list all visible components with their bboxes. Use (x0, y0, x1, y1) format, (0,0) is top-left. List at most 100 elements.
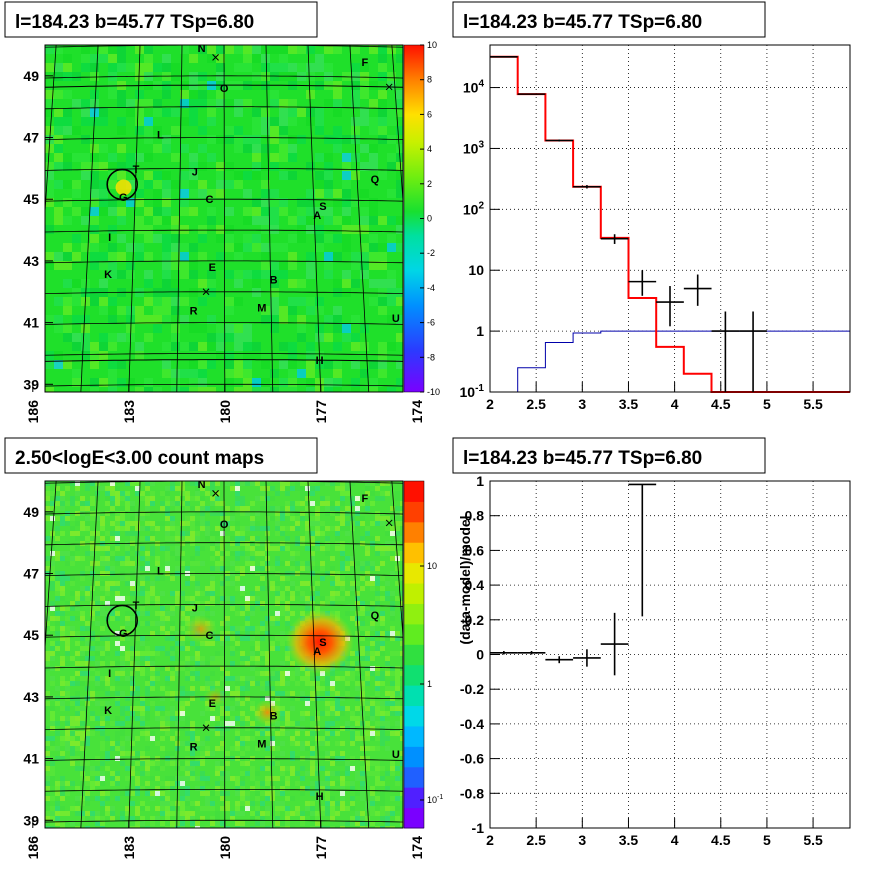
source-label-C: C (205, 630, 213, 642)
source-label-O: O (220, 519, 229, 531)
tsmap-title-box (4, 1, 318, 38)
colorbar-band (404, 623, 424, 645)
source-label-J: J (192, 167, 198, 179)
y-tick-label: 49 (23, 68, 39, 84)
y-tick-label: 0.2 (465, 612, 485, 628)
source-label-N: N (198, 479, 206, 491)
colorbar-band (404, 542, 424, 564)
residual-panel: 2 2.5 3 3.5 4 4.5 5 5.5 1 0.8 0.6 0.4 0.2 0 -0.2 -0.4 -0… (452, 437, 851, 848)
source-label-R: R (190, 741, 198, 753)
source-label-H: H (316, 791, 324, 803)
colorbar-tick-label: 0 (427, 214, 432, 224)
source-label-Q: Q (371, 174, 380, 186)
longitude-line (391, 481, 403, 643)
spectrum-title-box (452, 1, 766, 38)
colorbar-tick-label: 4 (427, 144, 432, 154)
y-tick-label: -0.8 (460, 785, 484, 801)
longitude-line (307, 481, 322, 828)
source-label-A: A (313, 210, 321, 222)
source-label-B: B (270, 711, 278, 723)
colorbar-band (404, 787, 424, 809)
longitude-line (45, 481, 57, 654)
source-label-E: E (209, 698, 216, 710)
y-tick-label: 102 (463, 200, 485, 217)
colorbar-tick-label: -6 (427, 318, 435, 328)
cross-marker (212, 53, 219, 61)
source-emission (253, 699, 282, 726)
y-tick-label: 0.4 (465, 577, 485, 593)
x-tick-label: 3.5 (619, 396, 639, 412)
colorbar-band (404, 583, 424, 604)
y-tick-label: 10 (468, 262, 484, 278)
longitude-line (128, 481, 141, 828)
map-frame (44, 480, 404, 829)
source-label-K: K (104, 705, 112, 717)
longitude-line (80, 45, 99, 392)
x-tick-label: 4.5 (711, 396, 731, 412)
residual-title: l=184.23 b=45.77 TSp=6.80 (463, 448, 702, 469)
longitude-line (265, 45, 274, 392)
longitude-line (128, 45, 141, 392)
source-label-Q: Q (371, 610, 380, 622)
source-label-T: T (133, 600, 140, 612)
x-tick-label: 183 (121, 836, 137, 860)
y-tick-label: 0.6 (465, 542, 485, 558)
y-tick-label: 39 (23, 812, 39, 828)
colorbar-tick-label: -2 (427, 248, 435, 258)
source-label-A: A (313, 646, 321, 658)
longitude-line (307, 45, 322, 392)
spectrum-title: l=184.23 b=45.77 TSp=6.80 (463, 12, 702, 33)
colorbar-tick-label: -10 (427, 387, 440, 397)
y-tick-label: -0.6 (460, 751, 484, 767)
y-tick-label: 49 (23, 504, 39, 520)
source-label-M: M (257, 302, 266, 314)
y-tick-label: 41 (23, 751, 39, 767)
y-tick-label: 47 (23, 130, 39, 146)
cross-marker (202, 724, 210, 732)
x-tick-label: 2.5 (526, 832, 546, 848)
source-label-J: J (192, 603, 198, 615)
longitude-line (223, 45, 226, 392)
source-label-L: L (157, 566, 164, 578)
cross-marker (212, 489, 219, 497)
colorbar-band (404, 521, 424, 543)
colorbar-band (404, 766, 424, 788)
y-tick-label: 45 (23, 627, 39, 643)
source-label-G: G (119, 628, 128, 640)
plot-frame (489, 44, 851, 393)
background-model-histogram (490, 330, 850, 393)
colorbar-band (404, 644, 424, 666)
source-label-N: N (198, 43, 206, 55)
colorbar-tick-label: -8 (427, 352, 435, 362)
source-emission (184, 615, 217, 644)
y-tick-label: -0.2 (460, 681, 484, 697)
x-tick-label: 2 (486, 396, 494, 412)
colorbar-frame (403, 480, 425, 829)
ts-peak (115, 179, 132, 196)
source-label-M: M (257, 738, 266, 750)
source-label-I: I (108, 668, 111, 680)
x-tick-label: 4 (671, 396, 679, 412)
grid (490, 481, 850, 828)
colorbar-band (404, 603, 424, 625)
y-tick-label: 41 (23, 315, 39, 331)
longitude-line (80, 481, 99, 828)
source-label-U: U (392, 749, 400, 761)
map-frame (44, 44, 404, 393)
colorbar-tick-label: 6 (427, 109, 432, 119)
x-tick-label: 3.5 (619, 832, 639, 848)
source-circle (106, 168, 138, 201)
x-tick-label: 4.5 (711, 832, 731, 848)
cross-marker (385, 83, 393, 91)
x-tick-label: 174 (409, 836, 425, 860)
longitude-line (349, 45, 370, 392)
longitude-line (265, 481, 274, 828)
y-tick-label: 43 (23, 689, 39, 705)
tsmap-title: l=184.23 b=45.77 TSp=6.80 (15, 12, 254, 33)
source-label-G: G (119, 192, 128, 204)
map-texture (45, 481, 403, 828)
source-label-K: K (104, 269, 112, 281)
source-label-S: S (319, 637, 326, 649)
y-tick-label: 0 (476, 647, 484, 663)
